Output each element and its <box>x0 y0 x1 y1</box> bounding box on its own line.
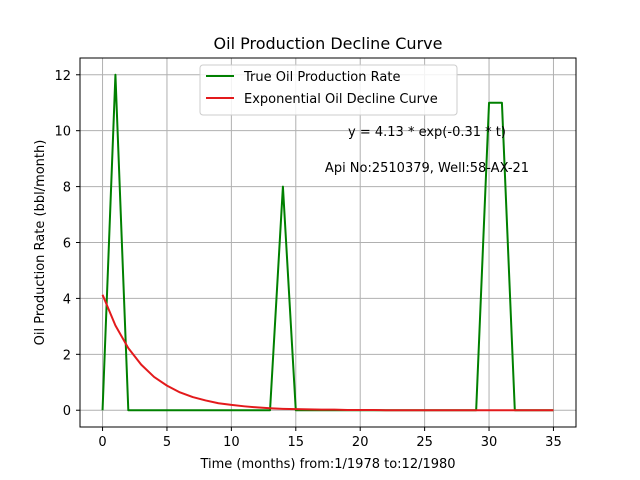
legend: True Oil Production Rate Exponential Oil… <box>199 64 458 116</box>
x-tick-label-15: 15 <box>288 435 305 450</box>
y-tick-label-10: 10 <box>54 125 71 140</box>
x-tick-label-0: 0 <box>98 435 106 450</box>
x-tick-label-25: 25 <box>416 435 433 450</box>
series-layer <box>101 73 554 412</box>
x-tick-label-5: 5 <box>163 435 171 450</box>
legend-label-decline-curve: Exponential Oil Decline Curve <box>244 92 438 107</box>
x-tick-label-10: 10 <box>223 435 240 450</box>
equation-annotation: y = 4.13 * exp(-0.31 * t) <box>348 125 506 140</box>
tick-layer: 0 5 10 15 20 25 30 35 0 2 4 6 8 10 12 <box>54 69 561 450</box>
y-tick-label-2: 2 <box>63 348 71 363</box>
x-tick-label-35: 35 <box>545 435 562 450</box>
y-tick-label-6: 6 <box>63 237 71 252</box>
y-axis-title: Oil Production Rate (bbl/month) <box>33 140 48 346</box>
x-tick-label-20: 20 <box>352 435 369 450</box>
series-line-decline-curve <box>101 294 554 412</box>
y-tick-label-0: 0 <box>63 404 71 419</box>
y-tick-label-8: 8 <box>63 181 71 196</box>
x-tick-label-30: 30 <box>481 435 498 450</box>
legend-box <box>199 64 458 116</box>
x-axis-title: Time (months) from:1/1978 to:12/1980 <box>199 457 455 472</box>
chart-title: Oil Production Decline Curve <box>214 34 443 53</box>
y-tick-label-12: 12 <box>54 69 71 84</box>
grid-layer <box>80 58 576 427</box>
well-annotation: Api No:2510379, Well:58-AX-21 <box>325 161 529 176</box>
legend-label-true-rate: True Oil Production Rate <box>243 70 400 85</box>
y-tick-label-4: 4 <box>63 292 71 307</box>
